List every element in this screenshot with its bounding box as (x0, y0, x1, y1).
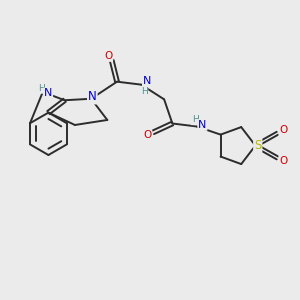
Text: O: O (104, 51, 112, 61)
Text: H: H (38, 84, 45, 93)
Text: N: N (88, 91, 97, 103)
Text: H: H (141, 87, 148, 96)
Text: O: O (279, 125, 287, 135)
Text: O: O (279, 156, 287, 166)
Text: S: S (254, 139, 262, 152)
Text: N: N (44, 88, 52, 98)
Text: N: N (198, 120, 207, 130)
Text: O: O (143, 130, 152, 140)
Text: N: N (143, 76, 151, 86)
Text: H: H (192, 116, 198, 124)
